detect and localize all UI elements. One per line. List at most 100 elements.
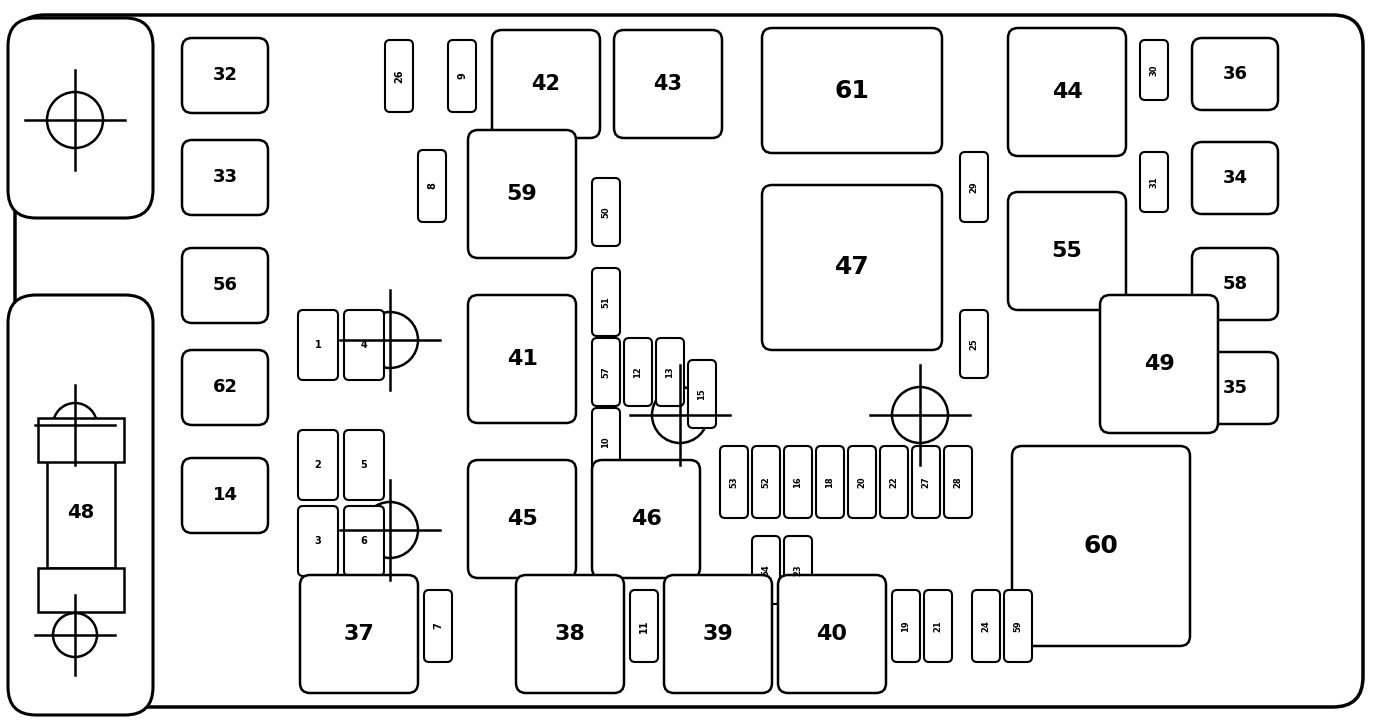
Text: 50: 50 bbox=[602, 206, 610, 218]
FancyBboxPatch shape bbox=[624, 338, 652, 406]
FancyBboxPatch shape bbox=[1140, 152, 1169, 212]
FancyBboxPatch shape bbox=[960, 310, 988, 378]
Text: 26: 26 bbox=[394, 69, 404, 83]
Text: 33: 33 bbox=[212, 168, 237, 186]
FancyBboxPatch shape bbox=[182, 140, 267, 215]
FancyBboxPatch shape bbox=[944, 446, 971, 518]
FancyBboxPatch shape bbox=[300, 575, 418, 693]
FancyBboxPatch shape bbox=[448, 40, 475, 112]
Text: 43: 43 bbox=[653, 74, 682, 94]
Text: 47: 47 bbox=[835, 256, 870, 279]
FancyBboxPatch shape bbox=[1007, 28, 1126, 156]
Text: 20: 20 bbox=[857, 477, 867, 488]
Text: 31: 31 bbox=[1149, 176, 1159, 188]
Text: 52: 52 bbox=[762, 476, 770, 488]
FancyBboxPatch shape bbox=[719, 446, 748, 518]
Text: 49: 49 bbox=[1144, 354, 1174, 374]
FancyBboxPatch shape bbox=[593, 178, 620, 246]
FancyBboxPatch shape bbox=[492, 30, 599, 138]
FancyBboxPatch shape bbox=[1192, 248, 1277, 320]
Text: 21: 21 bbox=[933, 620, 943, 632]
FancyBboxPatch shape bbox=[182, 350, 267, 425]
FancyBboxPatch shape bbox=[593, 408, 620, 476]
FancyBboxPatch shape bbox=[847, 446, 876, 518]
Text: 44: 44 bbox=[1051, 82, 1082, 102]
FancyBboxPatch shape bbox=[615, 30, 722, 138]
FancyBboxPatch shape bbox=[418, 150, 446, 222]
Text: 59: 59 bbox=[1013, 620, 1022, 632]
Text: 10: 10 bbox=[602, 436, 610, 448]
Text: 53: 53 bbox=[729, 477, 739, 488]
FancyBboxPatch shape bbox=[784, 446, 812, 518]
Text: 45: 45 bbox=[507, 509, 537, 529]
Text: 34: 34 bbox=[1222, 169, 1247, 187]
Text: 12: 12 bbox=[634, 366, 642, 378]
Text: 4: 4 bbox=[361, 340, 368, 350]
Text: 5: 5 bbox=[361, 460, 368, 470]
Bar bbox=[47, 458, 114, 568]
FancyBboxPatch shape bbox=[298, 506, 338, 576]
Text: 62: 62 bbox=[212, 378, 237, 396]
FancyBboxPatch shape bbox=[960, 152, 988, 222]
FancyBboxPatch shape bbox=[762, 185, 943, 350]
FancyBboxPatch shape bbox=[1192, 142, 1277, 214]
Text: 54: 54 bbox=[762, 564, 770, 576]
Text: 38: 38 bbox=[554, 624, 586, 644]
FancyBboxPatch shape bbox=[1007, 192, 1126, 310]
FancyBboxPatch shape bbox=[8, 295, 153, 715]
Text: 8: 8 bbox=[427, 183, 437, 189]
FancyBboxPatch shape bbox=[593, 460, 700, 578]
FancyBboxPatch shape bbox=[182, 248, 267, 323]
Text: 56: 56 bbox=[212, 277, 237, 295]
FancyBboxPatch shape bbox=[424, 590, 452, 662]
Text: 15: 15 bbox=[697, 388, 707, 400]
FancyBboxPatch shape bbox=[784, 536, 812, 604]
FancyBboxPatch shape bbox=[664, 575, 772, 693]
Text: 40: 40 bbox=[817, 624, 847, 644]
Text: 42: 42 bbox=[532, 74, 561, 94]
FancyBboxPatch shape bbox=[469, 295, 576, 423]
Text: 46: 46 bbox=[631, 509, 661, 529]
FancyBboxPatch shape bbox=[892, 590, 921, 662]
FancyBboxPatch shape bbox=[1100, 295, 1218, 433]
Text: 55: 55 bbox=[1051, 241, 1082, 261]
Text: 2: 2 bbox=[314, 460, 321, 470]
Text: 9: 9 bbox=[457, 73, 467, 79]
FancyBboxPatch shape bbox=[344, 506, 384, 576]
FancyBboxPatch shape bbox=[15, 15, 1363, 707]
FancyBboxPatch shape bbox=[762, 28, 943, 153]
Text: 59: 59 bbox=[507, 184, 537, 204]
Text: 60: 60 bbox=[1083, 534, 1119, 558]
FancyBboxPatch shape bbox=[298, 430, 338, 500]
FancyBboxPatch shape bbox=[971, 590, 1000, 662]
Text: 23: 23 bbox=[794, 564, 802, 576]
Text: 58: 58 bbox=[1222, 275, 1247, 293]
FancyBboxPatch shape bbox=[630, 590, 659, 662]
FancyBboxPatch shape bbox=[469, 460, 576, 578]
Text: 48: 48 bbox=[68, 503, 95, 523]
Bar bbox=[39, 418, 124, 462]
FancyBboxPatch shape bbox=[182, 458, 267, 533]
FancyBboxPatch shape bbox=[344, 310, 384, 380]
FancyBboxPatch shape bbox=[752, 536, 780, 604]
Text: 39: 39 bbox=[703, 624, 733, 644]
Text: 29: 29 bbox=[970, 181, 978, 193]
FancyBboxPatch shape bbox=[298, 310, 338, 380]
FancyBboxPatch shape bbox=[593, 268, 620, 336]
FancyBboxPatch shape bbox=[182, 38, 267, 113]
FancyBboxPatch shape bbox=[593, 338, 620, 406]
FancyBboxPatch shape bbox=[1192, 352, 1277, 424]
Text: 27: 27 bbox=[922, 477, 930, 488]
FancyBboxPatch shape bbox=[816, 446, 843, 518]
Text: 24: 24 bbox=[981, 620, 991, 632]
FancyBboxPatch shape bbox=[688, 360, 717, 428]
FancyBboxPatch shape bbox=[515, 575, 624, 693]
FancyBboxPatch shape bbox=[469, 130, 576, 258]
Text: 3: 3 bbox=[314, 536, 321, 546]
Text: 25: 25 bbox=[970, 338, 978, 350]
Text: 13: 13 bbox=[666, 366, 674, 378]
FancyBboxPatch shape bbox=[752, 446, 780, 518]
Text: 18: 18 bbox=[825, 477, 835, 488]
Text: 41: 41 bbox=[507, 349, 537, 369]
FancyBboxPatch shape bbox=[1140, 40, 1169, 100]
